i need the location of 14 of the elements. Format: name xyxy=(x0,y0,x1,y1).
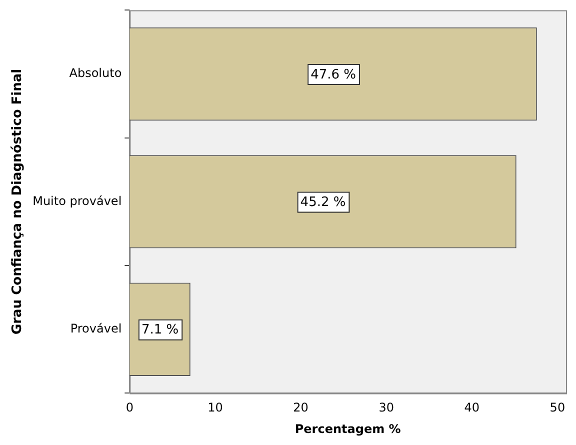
x-tick-label: 30 xyxy=(378,400,394,415)
x-tick-label: 50 xyxy=(550,400,566,415)
data-label: 47.6 % xyxy=(310,67,356,82)
x-axis-title: Percentagem % xyxy=(294,422,401,436)
y-tick-label: Muito provável xyxy=(32,194,122,208)
data-label: 7.1 % xyxy=(141,322,179,338)
data-label: 45.2 % xyxy=(300,195,346,210)
y-axis-title: Grau Confiança no Diagnóstico Final xyxy=(10,68,26,335)
x-tick-label: 10 xyxy=(208,400,223,415)
y-tick-label: Absoluto xyxy=(69,66,122,80)
y-tick-label: Provável xyxy=(70,321,122,336)
x-tick-label: 0 xyxy=(126,400,134,415)
x-tick-label: 20 xyxy=(293,400,308,415)
x-tick-label: 40 xyxy=(464,400,480,415)
